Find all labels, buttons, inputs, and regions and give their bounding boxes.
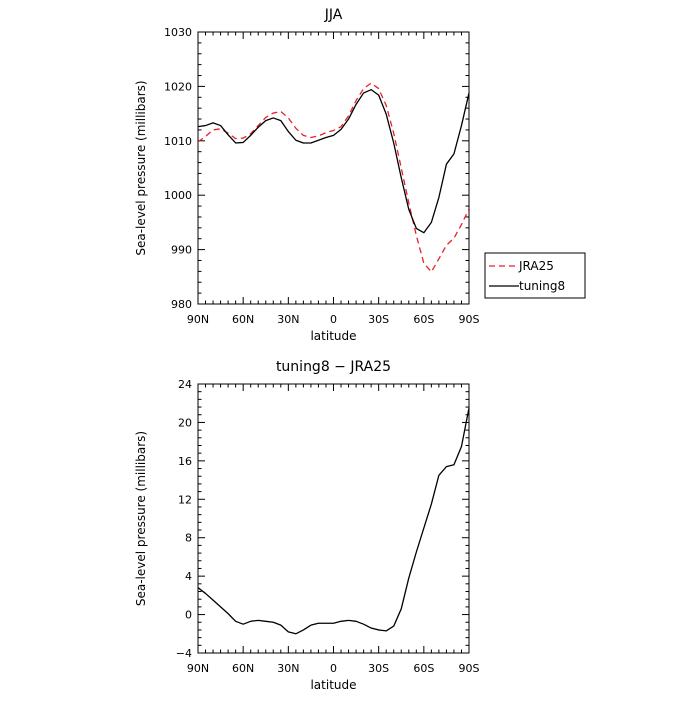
chart-2-x-tick-label: 30N bbox=[277, 662, 299, 675]
chart-2-y-tick-label: 12 bbox=[178, 493, 192, 506]
chart-1-x-tick-label: 60N bbox=[232, 313, 254, 326]
chart-1-y-axis-title: Sea-level pressure (millibars) bbox=[134, 80, 148, 255]
chart-1-x-axis-title: latitude bbox=[310, 329, 356, 343]
chart-1-x-tick-label: 30S bbox=[368, 313, 389, 326]
chart-1-x-tick-label: 60S bbox=[413, 313, 434, 326]
chart-2-x-tick-label: 90S bbox=[459, 662, 480, 675]
chart-2-y-tick-label: 4 bbox=[185, 570, 192, 583]
chart-2-y-tick-label: 16 bbox=[178, 455, 192, 468]
chart-1-y-tick-label: 990 bbox=[171, 244, 192, 257]
chart-2-series-difference-line bbox=[198, 407, 469, 635]
chart-2-y-tick-label: −4 bbox=[176, 647, 192, 660]
chart-1-x-tick-label: 30N bbox=[277, 313, 299, 326]
chart-1-legend-box bbox=[484, 252, 586, 299]
chart-1-series-tuning8-line bbox=[198, 89, 469, 234]
chart-1-y-tick-label: 1030 bbox=[164, 26, 192, 39]
chart-2-x-axis-title: latitude bbox=[310, 678, 356, 692]
chart-2-x-tick-label: 60S bbox=[413, 662, 434, 675]
chart-1-legend-label-jra25: JRA25 bbox=[518, 259, 554, 273]
chart-2-x-tick-label: 30S bbox=[368, 662, 389, 675]
chart-2-x-tick-label: 90N bbox=[187, 662, 209, 675]
chart-2-y-tick-label: 24 bbox=[178, 378, 192, 391]
chart-1-legend-label-tuning8: tuning8 bbox=[519, 279, 565, 293]
chart-1-y-tick-label: 1000 bbox=[164, 189, 192, 202]
chart-1-series-jra25-line bbox=[198, 82, 469, 273]
chart-2-y-tick-label: 20 bbox=[178, 416, 192, 429]
chart-1-y-tick-label: 980 bbox=[171, 298, 192, 311]
chart-2-x-tick-label: 0 bbox=[330, 662, 337, 675]
chart-2-y-tick-label: 0 bbox=[185, 609, 192, 622]
chart-2-y-tick-label: 8 bbox=[185, 532, 192, 545]
chart-1-y-tick-label: 1020 bbox=[164, 80, 192, 93]
chart-1-x-tick-label: 90S bbox=[459, 313, 480, 326]
chart-1-x-tick-label: 90N bbox=[187, 313, 209, 326]
chart-1-title: JJA bbox=[324, 7, 343, 23]
chart-1-x-tick-label: 0 bbox=[330, 313, 337, 326]
chart-2-title: tuning8 − JRA25 bbox=[276, 359, 391, 375]
chart-1-y-tick-label: 1010 bbox=[164, 135, 192, 148]
chart-2-y-axis-title: Sea-level pressure (millibars) bbox=[134, 431, 148, 606]
chart-2-x-tick-label: 60N bbox=[232, 662, 254, 675]
